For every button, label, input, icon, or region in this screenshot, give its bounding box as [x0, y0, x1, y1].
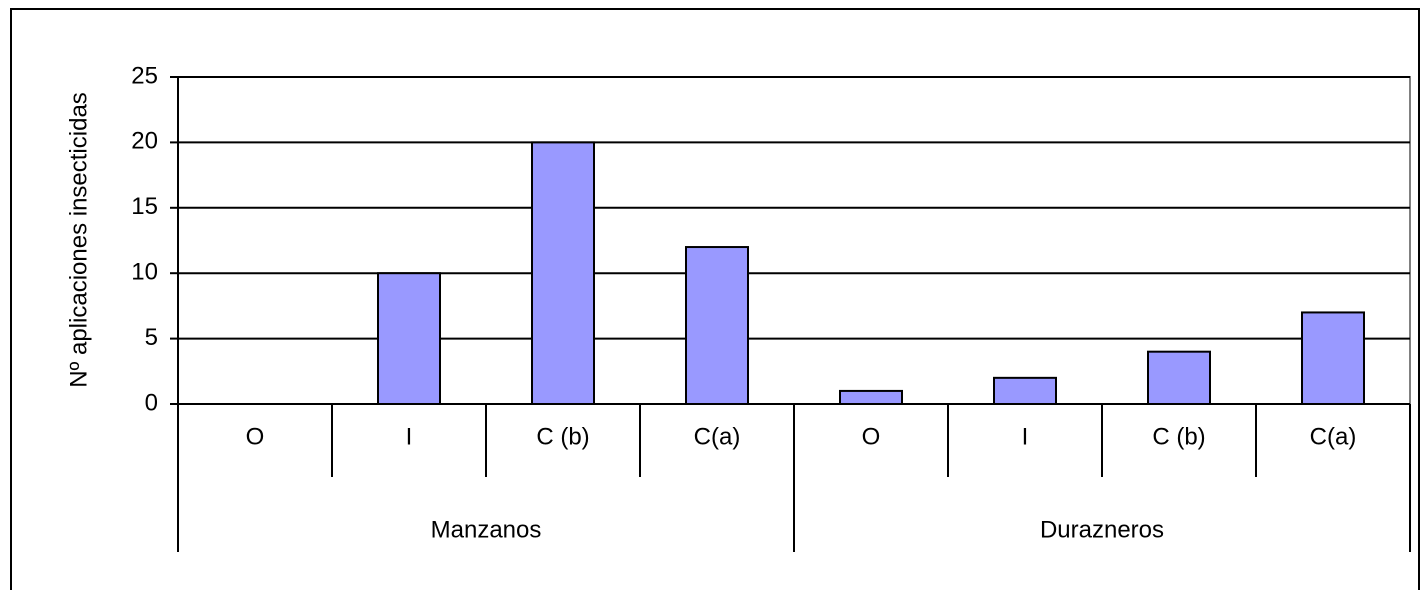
y-tick-label: 25	[131, 62, 158, 89]
y-axis-label: Nº aplicaciones insecticidas	[65, 92, 92, 388]
chart-frame	[10, 8, 1420, 590]
bar	[839, 389, 903, 406]
bar	[685, 246, 749, 405]
x-tick-label: C (b)	[536, 423, 589, 450]
y-tick-label: 15	[131, 193, 158, 220]
x-tick-label: O	[246, 423, 265, 450]
bar	[377, 272, 441, 406]
x-tick-label: C(a)	[1310, 423, 1357, 450]
x-tick-label: O	[862, 423, 881, 450]
x-tick-label: C(a)	[694, 423, 741, 450]
x-tick-label: I	[406, 423, 413, 450]
bar	[531, 141, 595, 405]
group-label: Durazneros	[1040, 516, 1164, 543]
y-tick-label: 20	[131, 128, 158, 155]
y-tick-label: 0	[145, 389, 158, 416]
y-tick-label: 10	[131, 259, 158, 286]
y-tick-label: 5	[145, 324, 158, 351]
bar	[993, 376, 1057, 405]
bar	[1301, 311, 1365, 405]
group-label: Manzanos	[431, 516, 542, 543]
plot-border	[178, 76, 1411, 404]
x-tick-label: I	[1022, 423, 1029, 450]
bar	[1147, 350, 1211, 405]
x-tick-label: C (b)	[1152, 423, 1205, 450]
